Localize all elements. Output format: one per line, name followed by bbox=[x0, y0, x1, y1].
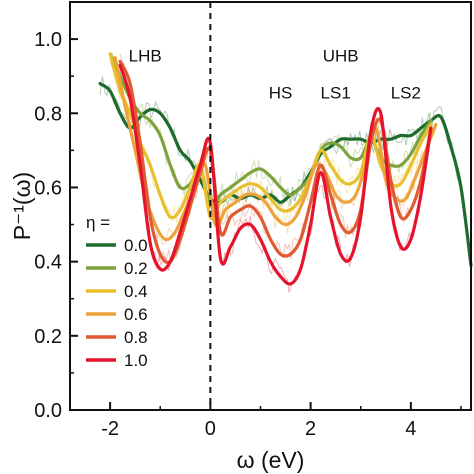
annotation-uhb: UHB bbox=[323, 46, 359, 65]
annotations: LHB UHB HS LS1 LS2 bbox=[129, 46, 421, 102]
series-layer bbox=[98, 52, 473, 286]
series-noise-0.0 bbox=[99, 75, 472, 261]
legend: η = 0.0 0.2 0.4 0.6 0.8 1.0 bbox=[86, 213, 148, 370]
x-tick-label: 4 bbox=[405, 418, 416, 440]
y-tick-label: 0.0 bbox=[34, 400, 62, 422]
legend-label: 1.0 bbox=[124, 351, 148, 370]
legend-label: 0.4 bbox=[124, 282, 148, 301]
y-tick-label: 0.2 bbox=[34, 326, 62, 348]
legend-label: 0.0 bbox=[124, 236, 148, 255]
y-axis-title: P⁻¹(ω) bbox=[9, 172, 35, 240]
series-line-0.6 bbox=[113, 56, 438, 242]
legend-label: 0.2 bbox=[124, 259, 148, 278]
annotation-lhb: LHB bbox=[129, 46, 162, 65]
x-tick-label: 2 bbox=[305, 418, 316, 440]
legend-title: η = bbox=[86, 213, 110, 232]
x-axis-title: ω (eV) bbox=[237, 447, 305, 473]
y-tick-label: 0.8 bbox=[34, 103, 62, 125]
plot-frame bbox=[69, 1, 472, 411]
legend-label: 0.8 bbox=[124, 328, 148, 347]
series-line-1.0 bbox=[118, 63, 433, 286]
ticks-layer: -2 0 2 4 0.0 0.2 0.4 0.6 0.8 1.0 bbox=[34, 29, 462, 440]
x-tick-label: -2 bbox=[101, 418, 119, 440]
x-tick-label: 0 bbox=[205, 418, 216, 440]
legend-label: 0.6 bbox=[124, 305, 148, 324]
annotation-ls2: LS2 bbox=[391, 83, 421, 102]
annotation-ls1: LS1 bbox=[321, 83, 351, 102]
y-tick-label: 1.0 bbox=[34, 29, 62, 51]
series-line-0.0 bbox=[98, 82, 473, 267]
y-tick-label: 0.6 bbox=[34, 177, 62, 199]
y-tick-label: 0.4 bbox=[34, 252, 62, 274]
annotation-hs: HS bbox=[269, 83, 293, 102]
series-line-0.4 bbox=[108, 52, 433, 220]
